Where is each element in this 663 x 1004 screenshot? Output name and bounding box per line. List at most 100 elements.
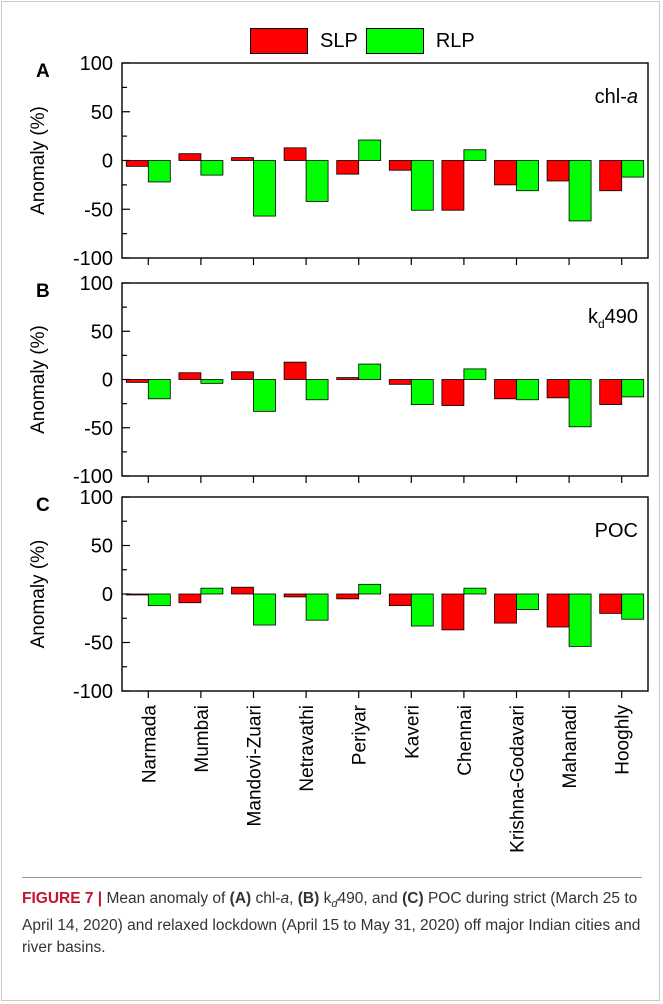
bar-slp-mahanadi xyxy=(546,160,570,182)
panel-letter: A xyxy=(36,61,50,82)
bar-slp-mandovi-zuari xyxy=(231,371,254,380)
bar-rlp-kaveri xyxy=(410,379,434,405)
figure-caption: FIGURE 7 | Mean anomaly of (A) chl-a, (B… xyxy=(22,888,642,959)
x-category-label: Mandovi-Zuari xyxy=(245,705,266,826)
bar-rlp-kaveri xyxy=(410,593,434,627)
legend-label-rlp: RLP xyxy=(435,29,475,52)
y-tick-label: -50 xyxy=(84,418,113,440)
y-tick-label: 50 xyxy=(91,321,113,343)
legend-swatch-slp xyxy=(250,28,308,54)
caption-text-1: Mean anomaly of xyxy=(102,890,230,907)
bar-rlp-periyar xyxy=(358,139,382,161)
bar-slp-mumbai xyxy=(178,153,202,161)
bar-rlp-kaveri xyxy=(410,160,434,211)
bar-slp-hooghly xyxy=(599,593,623,614)
bar-rlp-netravathi xyxy=(305,379,329,401)
bar-slp-kaveri xyxy=(388,593,412,607)
x-category-label: Hooghly xyxy=(613,705,634,775)
bar-slp-periyar xyxy=(336,593,360,600)
bar-slp-mahanadi xyxy=(546,593,570,628)
y-tick-label: 0 xyxy=(102,584,113,606)
bar-slp-chennai xyxy=(441,593,465,631)
bar-rlp-mandovi-zuari xyxy=(253,160,276,217)
caption-text-5: 490, and xyxy=(337,890,403,907)
bar-slp-netravathi xyxy=(283,361,307,380)
bar-slp-netravathi xyxy=(283,147,307,161)
bar-rlp-krishna-godavari xyxy=(516,160,539,192)
bar-rlp-narmada xyxy=(147,160,171,183)
caption-rule xyxy=(22,877,642,878)
bar-rlp-hooghly xyxy=(621,593,645,620)
x-category-label: Narmada xyxy=(139,705,160,784)
x-category-label: Chennai xyxy=(455,705,476,776)
bar-rlp-krishna-godavari xyxy=(516,593,539,610)
bar-slp-krishna-godavari xyxy=(494,593,517,624)
y-tick-label: -100 xyxy=(73,466,113,488)
bar-rlp-chennai xyxy=(463,149,487,161)
y-tick-label: -50 xyxy=(84,633,113,655)
bar-rlp-mahanadi xyxy=(568,160,592,222)
caption-ref-a: (A) xyxy=(229,890,252,907)
bar-slp-periyar xyxy=(336,377,360,380)
bar-slp-chennai xyxy=(441,379,465,406)
bar-slp-kaveri xyxy=(388,379,412,385)
bar-rlp-netravathi xyxy=(305,593,329,621)
legend: SLP RLP xyxy=(250,28,483,54)
panel-letter: B xyxy=(36,281,50,302)
bar-slp-netravathi xyxy=(283,593,307,598)
caption-text-4: k xyxy=(319,890,332,907)
bar-rlp-chennai xyxy=(463,587,487,595)
caption-italic-a: a xyxy=(280,890,290,907)
y-tick-label: 0 xyxy=(102,151,113,173)
bar-rlp-narmada xyxy=(147,379,171,400)
bar-rlp-hooghly xyxy=(621,160,645,178)
bar-rlp-narmada xyxy=(147,593,171,607)
bar-slp-hooghly xyxy=(599,160,623,192)
legend-swatch-rlp xyxy=(365,28,424,54)
legend-label-slp: SLP xyxy=(320,29,358,52)
caption-text-2: chl- xyxy=(251,890,281,907)
y-tick-label: 100 xyxy=(80,53,113,75)
x-category-label: Mahanadi xyxy=(560,705,581,788)
bar-rlp-mumbai xyxy=(200,379,224,384)
x-category-label: Kaveri xyxy=(402,705,423,759)
x-category-label: Netravathi xyxy=(297,705,318,792)
bar-slp-mahanadi xyxy=(546,379,570,399)
bar-rlp-mahanadi xyxy=(568,593,592,647)
y-tick-label: 100 xyxy=(80,273,113,295)
bar-rlp-chennai xyxy=(463,368,487,380)
y-tick-label: -100 xyxy=(73,681,113,703)
bar-slp-mandovi-zuari xyxy=(231,157,254,161)
bar-slp-chennai xyxy=(441,160,465,211)
bar-rlp-krishna-godavari xyxy=(516,379,539,401)
panel-letter: C xyxy=(36,495,50,516)
y-axis-label: Anomaly (%) xyxy=(28,325,49,434)
x-category-label: Mumbai xyxy=(192,705,213,773)
y-tick-label: 50 xyxy=(91,102,113,124)
bar-slp-hooghly xyxy=(599,379,623,405)
bar-slp-mumbai xyxy=(178,372,202,380)
y-tick-label: -50 xyxy=(84,199,113,221)
bar-rlp-periyar xyxy=(358,583,382,595)
caption-figure-number: FIGURE 7 | xyxy=(22,890,103,907)
x-category-label: Periyar xyxy=(350,704,371,765)
bar-slp-periyar xyxy=(336,160,360,175)
caption-text-6: POC during strict (March 25 to April 14,… xyxy=(22,890,641,957)
bar-rlp-netravathi xyxy=(305,160,329,202)
bar-rlp-periyar xyxy=(358,363,382,380)
y-tick-label: -100 xyxy=(73,248,113,270)
bar-slp-narmada xyxy=(125,160,149,167)
bar-rlp-mumbai xyxy=(200,587,224,595)
y-tick-label: 50 xyxy=(91,536,113,558)
bar-rlp-hooghly xyxy=(621,379,645,398)
bar-rlp-mandovi-zuari xyxy=(253,593,276,626)
panel-variable-label: chl-a xyxy=(595,86,638,108)
bar-slp-krishna-godavari xyxy=(494,160,517,186)
panel-variable-label: POC xyxy=(595,520,638,542)
x-category-label: Krishna-Godavari xyxy=(508,705,529,853)
caption-sub-d: d xyxy=(331,898,338,911)
bar-slp-kaveri xyxy=(388,160,412,171)
caption-ref-c: (C) xyxy=(402,890,424,907)
bar-slp-mandovi-zuari xyxy=(231,586,254,595)
y-tick-label: 100 xyxy=(80,487,113,509)
